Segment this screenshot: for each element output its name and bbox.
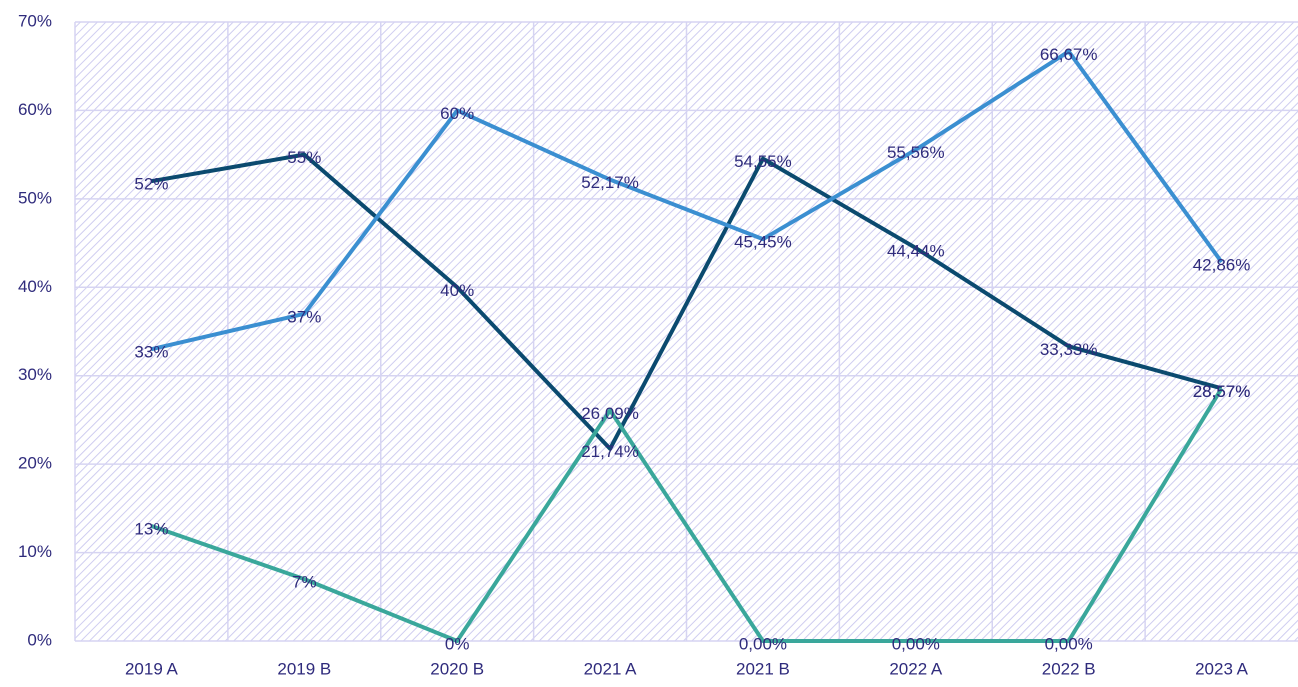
y-tick-label: 70% bbox=[18, 11, 52, 30]
data-label: 26,09% bbox=[581, 404, 639, 423]
data-label: 37% bbox=[287, 307, 321, 326]
data-label: 28,57% bbox=[1193, 382, 1251, 401]
y-tick-label: 20% bbox=[18, 454, 52, 473]
data-label: 42,86% bbox=[1193, 255, 1251, 274]
y-tick-label: 50% bbox=[18, 188, 52, 207]
y-tick-label: 60% bbox=[18, 100, 52, 119]
data-label: 33,33% bbox=[1040, 340, 1098, 359]
data-label: 44,44% bbox=[887, 242, 945, 261]
data-label: 55% bbox=[287, 148, 321, 167]
y-tick-label: 0% bbox=[27, 630, 52, 649]
x-tick-label: 2020 B bbox=[430, 659, 484, 678]
data-label: 52,17% bbox=[581, 173, 639, 192]
data-label: 33% bbox=[134, 343, 168, 362]
y-tick-label: 10% bbox=[18, 542, 52, 561]
data-label: 0,00% bbox=[1045, 634, 1093, 653]
series-line bbox=[151, 152, 1223, 451]
data-label: 52% bbox=[134, 175, 168, 194]
y-tick-label: 30% bbox=[18, 365, 52, 384]
data-label: 0,00% bbox=[892, 634, 940, 653]
x-tick-label: 2023 A bbox=[1195, 659, 1249, 678]
series-line bbox=[150, 49, 1224, 352]
data-label: 0,00% bbox=[739, 634, 787, 653]
y-tick-label: 40% bbox=[18, 277, 52, 296]
data-label: 55,56% bbox=[887, 143, 945, 162]
data-label: 28,57% bbox=[1193, 382, 1251, 401]
data-label: 40% bbox=[440, 281, 474, 300]
data-label: 7% bbox=[292, 573, 317, 592]
x-tick-label: 2021 A bbox=[584, 659, 638, 678]
data-label: 21,74% bbox=[581, 442, 639, 461]
data-label: 13% bbox=[134, 520, 168, 539]
x-tick-label: 2019 A bbox=[125, 659, 179, 678]
data-label: 45,45% bbox=[734, 233, 792, 252]
data-label: 54,55% bbox=[734, 152, 792, 171]
data-label: 60% bbox=[440, 104, 474, 123]
x-tick-label: 2019 B bbox=[277, 659, 331, 678]
series-line bbox=[150, 387, 1224, 643]
x-tick-label: 2022 B bbox=[1042, 659, 1096, 678]
data-label: 66,67% bbox=[1040, 45, 1098, 64]
data-label: 0% bbox=[445, 634, 470, 653]
x-tick-label: 2022 A bbox=[889, 659, 943, 678]
x-tick-label: 2021 B bbox=[736, 659, 790, 678]
